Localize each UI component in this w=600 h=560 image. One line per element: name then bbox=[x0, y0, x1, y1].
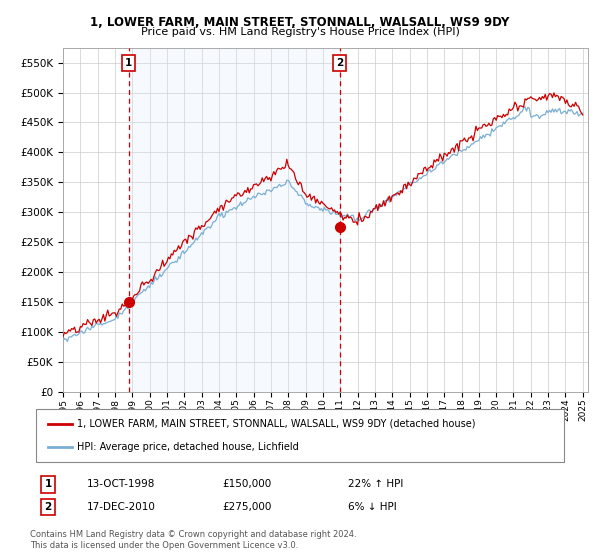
Text: 1: 1 bbox=[44, 479, 52, 489]
Text: 13-OCT-1998: 13-OCT-1998 bbox=[87, 479, 155, 489]
Text: 2: 2 bbox=[336, 58, 343, 68]
Text: 6% ↓ HPI: 6% ↓ HPI bbox=[348, 502, 397, 512]
Text: Price paid vs. HM Land Registry's House Price Index (HPI): Price paid vs. HM Land Registry's House … bbox=[140, 27, 460, 37]
Text: 1, LOWER FARM, MAIN STREET, STONNALL, WALSALL, WS9 9DY: 1, LOWER FARM, MAIN STREET, STONNALL, WA… bbox=[91, 16, 509, 29]
Text: This data is licensed under the Open Government Licence v3.0.: This data is licensed under the Open Gov… bbox=[30, 542, 298, 550]
Text: HPI: Average price, detached house, Lichfield: HPI: Average price, detached house, Lich… bbox=[77, 442, 299, 452]
Text: £275,000: £275,000 bbox=[222, 502, 271, 512]
Text: £150,000: £150,000 bbox=[222, 479, 271, 489]
Text: 1, LOWER FARM, MAIN STREET, STONNALL, WALSALL, WS9 9DY (detached house): 1, LOWER FARM, MAIN STREET, STONNALL, WA… bbox=[77, 419, 475, 429]
Text: 17-DEC-2010: 17-DEC-2010 bbox=[87, 502, 156, 512]
Text: Contains HM Land Registry data © Crown copyright and database right 2024.: Contains HM Land Registry data © Crown c… bbox=[30, 530, 356, 539]
Bar bbox=[128, 48, 340, 392]
Text: 1: 1 bbox=[125, 58, 132, 68]
Text: 2: 2 bbox=[44, 502, 52, 512]
Text: 22% ↑ HPI: 22% ↑ HPI bbox=[348, 479, 403, 489]
